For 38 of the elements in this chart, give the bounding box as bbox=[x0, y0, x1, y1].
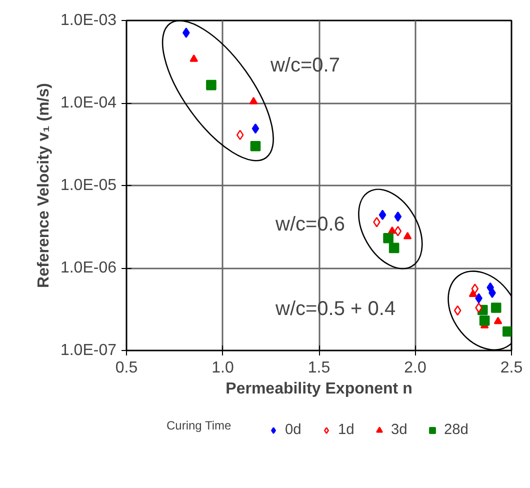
point bbox=[388, 242, 400, 254]
point bbox=[236, 130, 244, 140]
y-tick-label: 1.0E-06 bbox=[60, 260, 117, 276]
point bbox=[206, 80, 216, 90]
point bbox=[490, 302, 502, 313]
legend-label: 1d bbox=[338, 422, 356, 438]
y-tick-label: 1.0E-05 bbox=[60, 177, 117, 194]
x-axis-title: Permeability Exponent n bbox=[226, 380, 412, 398]
x-tick-label: 0.5 bbox=[115, 360, 138, 376]
y-tick-label: 1.0E-04 bbox=[60, 94, 117, 112]
x-tick-label: 2.5 bbox=[500, 360, 523, 376]
point bbox=[488, 288, 496, 298]
legend-title: Curing Time bbox=[166, 418, 232, 432]
legend-label: 0d bbox=[285, 422, 302, 438]
legend-label: 28d bbox=[444, 422, 468, 438]
point bbox=[249, 96, 258, 104]
point bbox=[250, 140, 261, 152]
point bbox=[471, 284, 479, 294]
y-tick-label: 1.0E-03 bbox=[60, 12, 117, 29]
point bbox=[475, 293, 482, 304]
x-tick-label: 1.0 bbox=[212, 360, 234, 376]
point bbox=[454, 305, 462, 316]
y-axis-title: Reference Velocity v₁ (m/s) bbox=[35, 83, 52, 288]
point bbox=[394, 211, 402, 222]
x-tick-label: 2.0 bbox=[404, 360, 426, 376]
point bbox=[182, 28, 190, 38]
point bbox=[252, 123, 260, 134]
x-tick-label: 1.5 bbox=[308, 360, 330, 376]
point bbox=[494, 316, 502, 324]
point bbox=[378, 210, 386, 220]
point bbox=[190, 54, 198, 62]
point bbox=[394, 226, 402, 236]
y-tick-label: 1.0E-07 bbox=[60, 342, 117, 359]
point bbox=[383, 233, 394, 244]
point bbox=[475, 302, 482, 313]
point bbox=[403, 232, 412, 240]
point bbox=[479, 316, 490, 326]
legend-label: 3d bbox=[391, 422, 408, 438]
